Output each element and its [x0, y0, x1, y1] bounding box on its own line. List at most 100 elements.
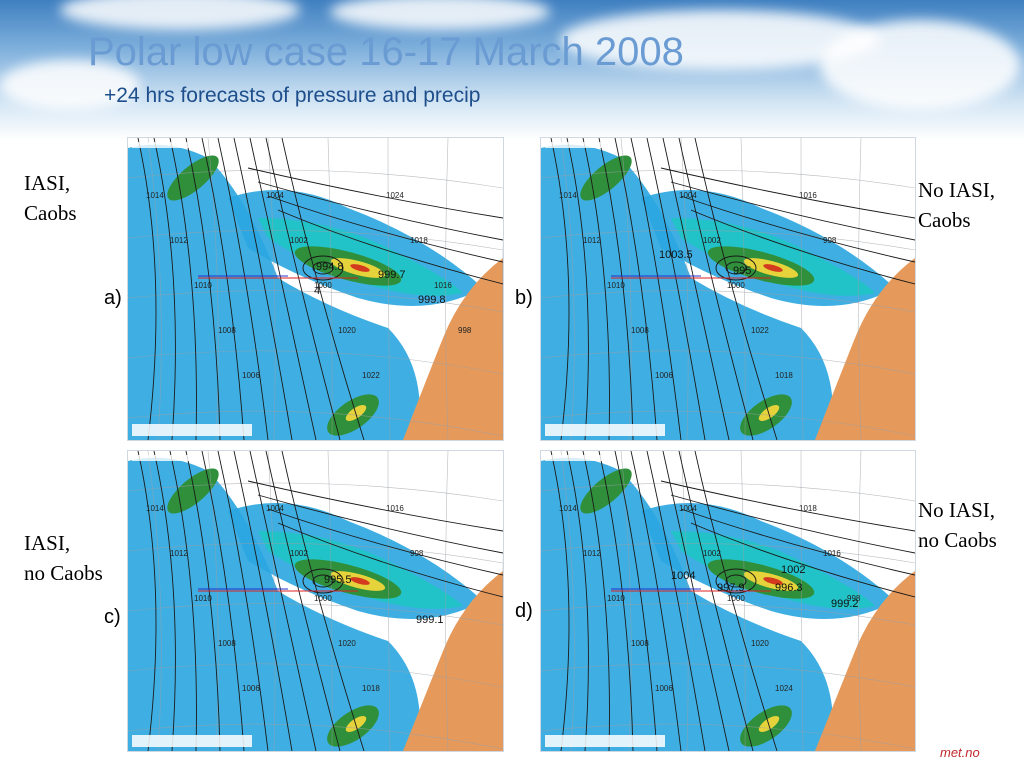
- isobar-label: 998: [823, 236, 837, 245]
- isobar-line: [233, 138, 293, 440]
- isobar-line: [153, 451, 176, 751]
- graticule-line: [800, 138, 804, 440]
- map-footer-strip: [545, 735, 665, 747]
- isobar-line: [550, 451, 570, 751]
- isobar-line: [614, 451, 658, 751]
- isobar-line: [281, 138, 365, 440]
- pressure-value-label: 1003.5: [659, 249, 693, 261]
- isobar-line: [201, 138, 245, 440]
- isobar-label: 1022: [362, 371, 380, 380]
- cloud-decoration: [330, 0, 550, 30]
- panel-c-letter: c): [104, 606, 121, 628]
- isobar-line: [614, 138, 658, 440]
- isobar-label: 1024: [386, 191, 404, 200]
- isobar-line: [249, 451, 317, 751]
- isobar-line: [257, 181, 503, 241]
- precip-core: [350, 577, 370, 585]
- low-center-ring: [725, 574, 747, 588]
- graticule-line: [541, 230, 915, 251]
- graticule-line: [147, 138, 162, 440]
- isobar-label: 1000: [727, 594, 745, 603]
- pressure-value-label: 4: [314, 285, 320, 297]
- map-footer-strip: [132, 424, 252, 436]
- isobar-label: 1006: [242, 371, 260, 380]
- isobar-label: 1006: [655, 684, 673, 693]
- graticule-line: [502, 240, 503, 372]
- isobar-line: [680, 195, 915, 263]
- isobar-label: 1018: [410, 236, 428, 245]
- graticule-line: [541, 290, 915, 313]
- isobar-line: [185, 451, 221, 751]
- land-area: [403, 258, 503, 440]
- graticule-line: [128, 603, 503, 626]
- isobar-line: [582, 451, 610, 751]
- isobar-line: [598, 138, 634, 440]
- isobar-line: [660, 480, 915, 532]
- pressure-value-label: 994.8: [316, 261, 344, 273]
- graticule-line: [541, 410, 915, 437]
- isobar-line: [267, 508, 503, 576]
- isobar-label: 1012: [170, 549, 188, 558]
- isobar-label: 1020: [751, 639, 769, 648]
- graticule-line: [207, 451, 219, 751]
- isobar-label: 1020: [338, 326, 356, 335]
- graticule-line: [327, 451, 333, 751]
- map-footer-strip: [132, 735, 252, 747]
- graticule-line: [541, 723, 915, 750]
- forecast-map-a: 1014 1012 1010 1008 1006 1004 1002 1000 1020 1022…: [127, 137, 504, 441]
- graticule-line: [128, 230, 503, 251]
- graticule-line: [740, 451, 746, 751]
- pressure-value-label: 999.7: [378, 269, 406, 281]
- graticule-line: [387, 138, 391, 440]
- label-line: Caobs: [24, 201, 77, 225]
- isobar-line: [277, 209, 503, 285]
- isobar-line: [680, 508, 915, 576]
- graticule-line: [740, 138, 746, 440]
- panel-d-label: No IASI, no Caobs: [918, 495, 997, 555]
- graticule-line: [207, 138, 219, 440]
- isobar-line: [185, 138, 221, 440]
- isobar-label: 1018: [362, 684, 380, 693]
- graticule-line: [620, 138, 632, 440]
- isobar-line: [598, 451, 634, 751]
- slide-title: Polar low case 16-17 March 2008: [88, 30, 684, 74]
- isobar-label: 1002: [703, 236, 721, 245]
- isobar-label: 1010: [607, 281, 625, 290]
- graticule-line: [128, 350, 503, 375]
- isobar-line: [694, 451, 778, 751]
- isobar-label: 998: [847, 594, 861, 603]
- isobar-label: 1002: [703, 549, 721, 558]
- isobar-line: [630, 451, 682, 751]
- isobar-label: 1020: [338, 639, 356, 648]
- low-center-ring: [312, 574, 334, 588]
- isobar-label: 1004: [679, 504, 697, 513]
- graticule-line: [541, 482, 915, 502]
- graticule-line: [327, 138, 333, 440]
- pressure-value-label: 1002: [781, 564, 805, 576]
- isobar-line: [267, 195, 503, 263]
- isobar-line: [217, 451, 269, 751]
- isobar-label: 1012: [583, 549, 601, 558]
- pressure-value-label: 995: [733, 265, 751, 277]
- graticule-line: [620, 451, 632, 751]
- panel-a-label: IASI, Caobs: [24, 168, 77, 228]
- slide-subtitle: +24 hrs forecasts of pressure and precip: [104, 84, 481, 107]
- isobar-line: [233, 451, 293, 751]
- isobar-label: 1022: [751, 326, 769, 335]
- label-line: Caobs: [918, 208, 971, 232]
- map-svg: 1014 1012 1010 1008 1006 1004 1002 1000 1020 1024…: [541, 451, 915, 751]
- isobar-label: 1008: [218, 639, 236, 648]
- graticule-line: [502, 552, 503, 683]
- isobar-label: 1012: [170, 236, 188, 245]
- isobar-label: 1014: [146, 191, 164, 200]
- isobar-line: [281, 451, 365, 751]
- map-svg: 1014 1012 1010 1008 1006 1004 1002 1000 1022 1018…: [541, 138, 915, 440]
- isobar-line: [694, 138, 778, 440]
- isobar-label: 1008: [631, 326, 649, 335]
- map-header-strip: [545, 455, 605, 461]
- panel-a-letter: a): [104, 287, 122, 309]
- low-center-ring: [302, 255, 344, 281]
- map-header-strip: [545, 142, 605, 148]
- isobar-line: [690, 209, 915, 285]
- isobar-label: 1014: [146, 504, 164, 513]
